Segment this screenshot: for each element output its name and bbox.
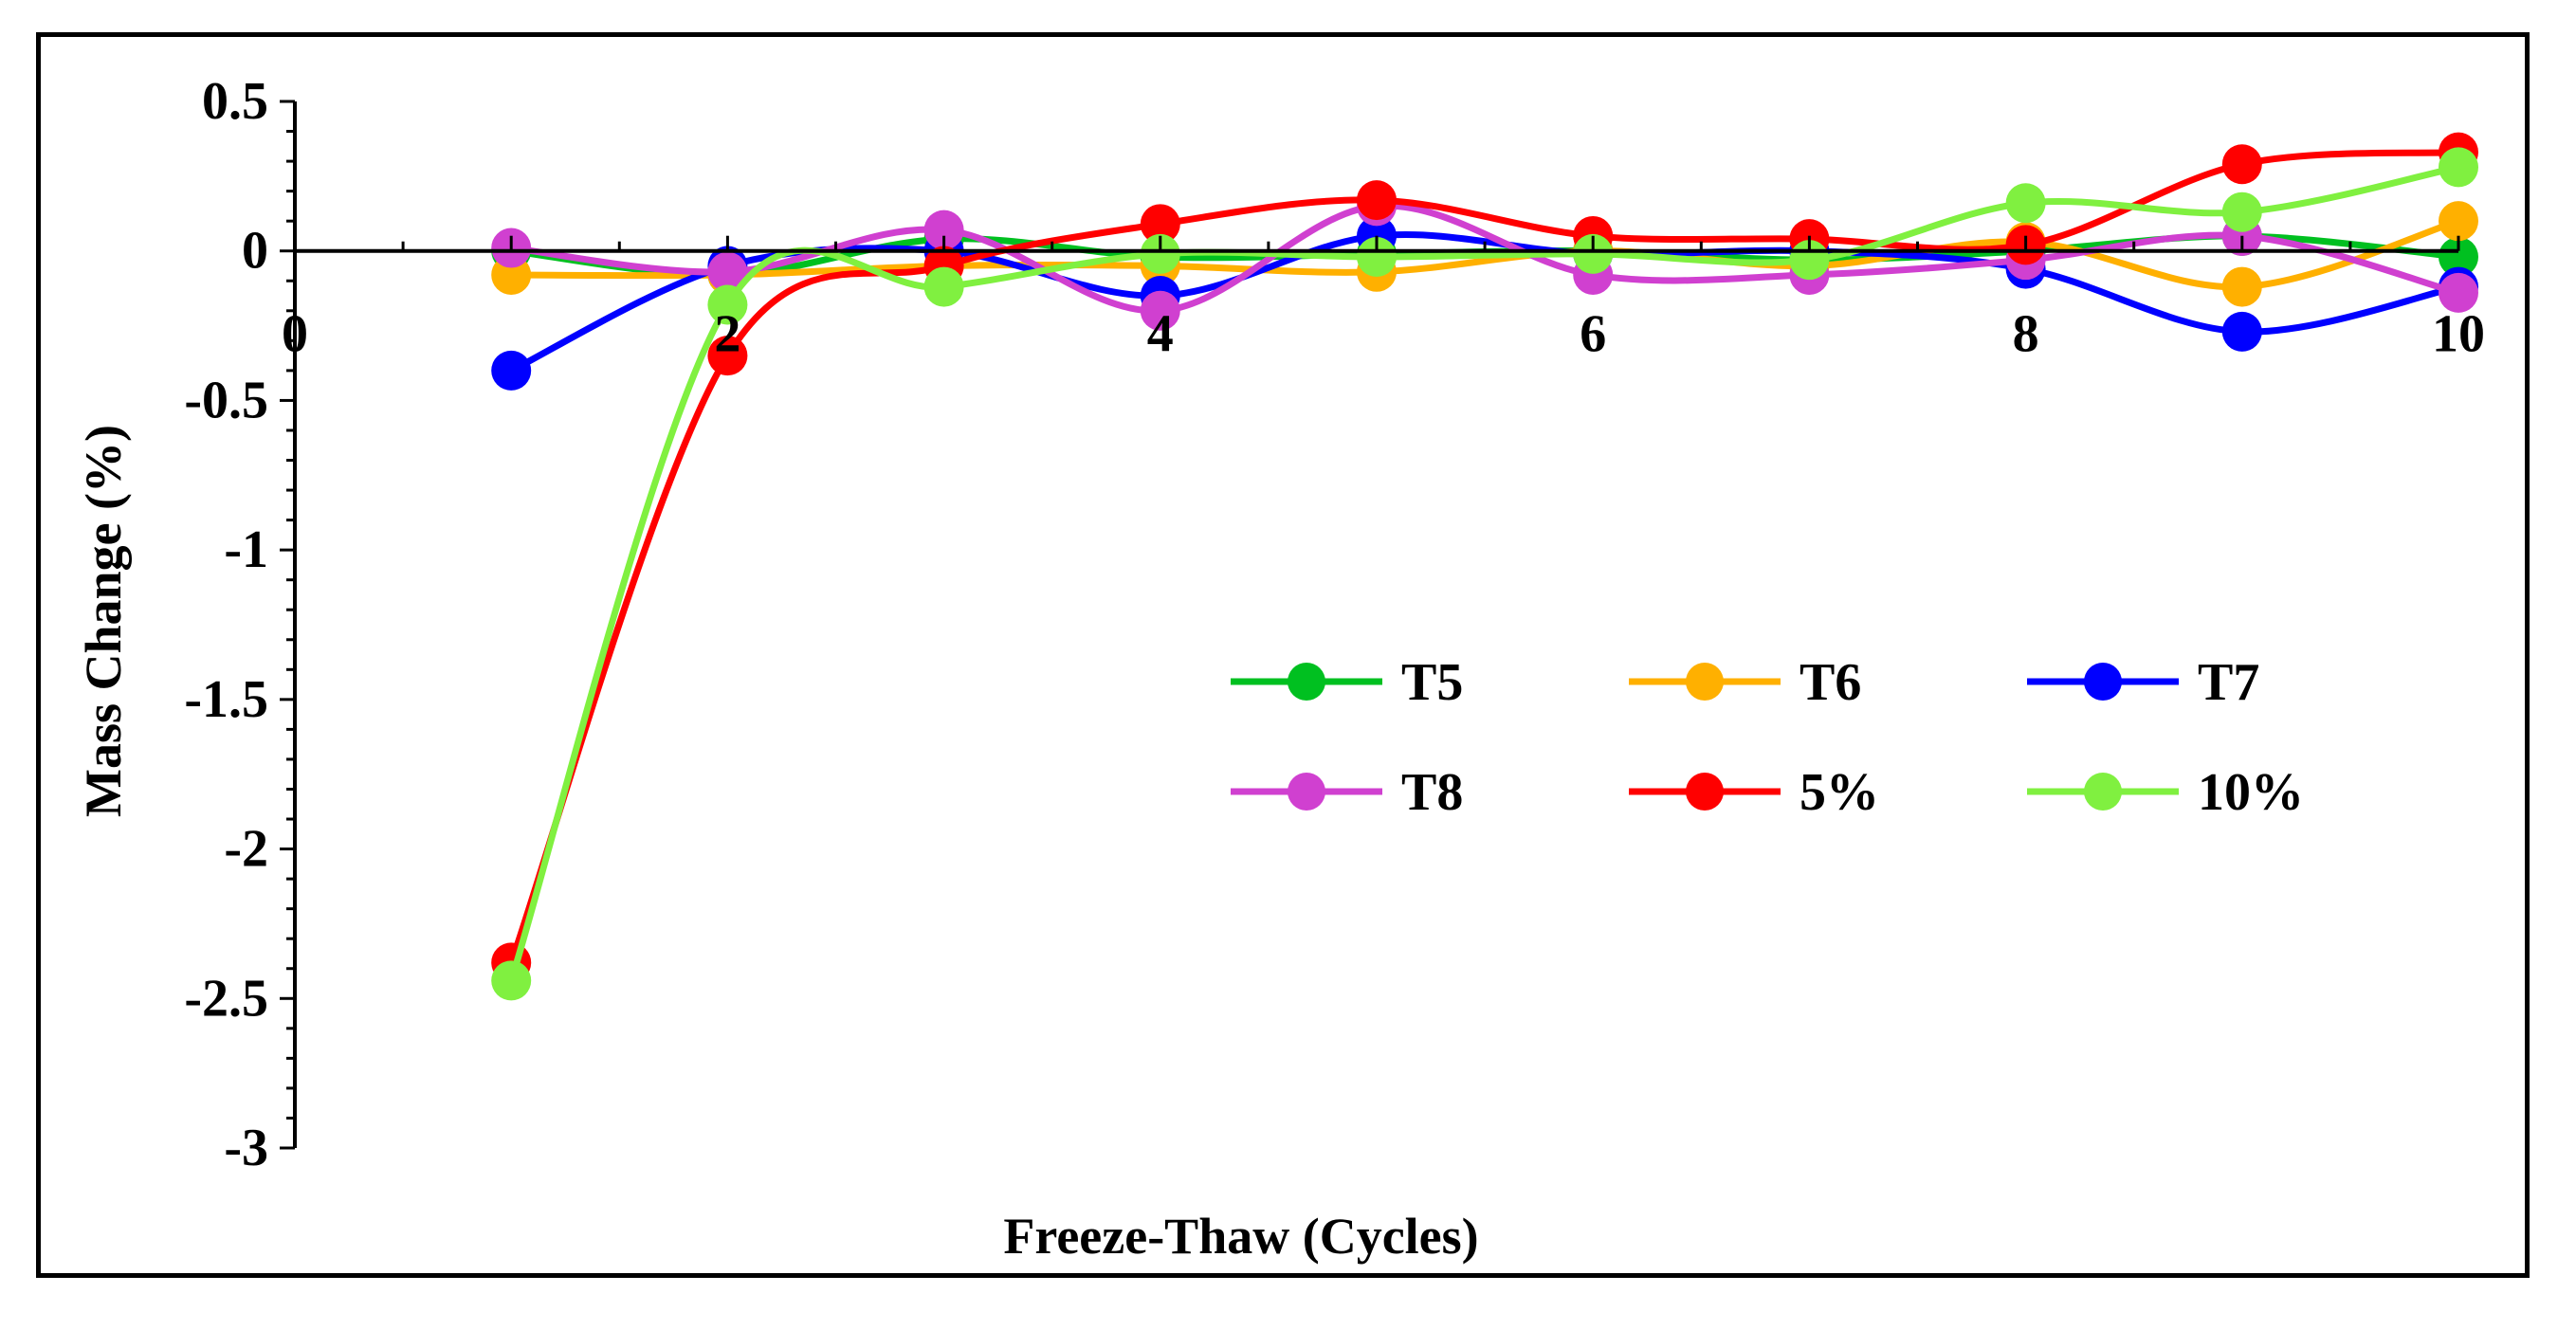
x-tick-label-2: 2 — [714, 305, 740, 364]
data-point-10pct-8 — [2005, 183, 2046, 224]
data-point-t8-3 — [923, 210, 964, 250]
data-point-10pct-1 — [491, 960, 532, 1001]
legend-swatch-marker-t5 — [1288, 663, 1325, 701]
legend-item-5pct: 5% — [1629, 763, 1879, 822]
data-point-t6-9 — [2221, 266, 2262, 307]
x-tick-label-0: 0 — [282, 305, 308, 364]
legend-item-10pct: 10% — [2027, 763, 2304, 822]
x-tick-label-4: 4 — [1147, 305, 1174, 364]
data-point-t8-2 — [707, 251, 748, 292]
legend-label-5pct: 5% — [1800, 763, 1879, 822]
legend-label-10pct: 10% — [2198, 763, 2304, 822]
y-tick-label--2: -2 — [224, 820, 268, 879]
legend-item-t6: T6 — [1629, 653, 1861, 712]
data-point-10pct-9 — [2221, 191, 2262, 232]
legend-label-t5: T5 — [1401, 653, 1463, 712]
data-point-5pct-4 — [1140, 204, 1180, 245]
legend: T5 T6 T7 T8 5% 10% — [1231, 653, 2304, 822]
y-tick-label--3: -3 — [224, 1119, 268, 1177]
y-axis-title: Mass Change (%) — [75, 425, 132, 817]
legend-item-t5: T5 — [1231, 653, 1463, 712]
data-point-5pct-5 — [1357, 180, 1397, 221]
data-point-t7-9 — [2221, 311, 2262, 352]
y-tick-label-0.5: 0.5 — [202, 72, 268, 131]
legend-label-t7: T7 — [2198, 653, 2259, 712]
data-point-10pct-5 — [1357, 237, 1397, 278]
series-line-t8 — [510, 202, 2459, 315]
series-10pct — [491, 147, 2478, 1001]
legend-swatch-marker-10pct — [2084, 773, 2122, 811]
data-point-10pct-10 — [2439, 147, 2478, 188]
legend-swatch-marker-t6 — [1686, 663, 1724, 701]
series-line-t6 — [511, 217, 2460, 291]
x-tick-label-6: 6 — [1580, 305, 1606, 364]
chart-frame: 0 2 4 6 8 10 0.5 0 -0.5 -1 -1.5 -2 -2.5 -3 T5 T6 T7 T8 5%… — [36, 32, 2530, 1278]
series-layer — [491, 132, 2478, 1001]
x-axis-title: Freeze-Thaw (Cycles) — [1003, 1208, 1478, 1265]
legend-swatch-marker-t8 — [1288, 773, 1325, 811]
y-tick-label-0: 0 — [242, 222, 268, 281]
data-point-10pct-2 — [707, 284, 748, 325]
data-point-5pct-2 — [707, 336, 748, 376]
data-point-t7-1 — [491, 350, 532, 391]
x-tick-label-10: 10 — [2432, 305, 2485, 364]
legend-label-t8: T8 — [1401, 763, 1463, 822]
data-point-10pct-4 — [1140, 233, 1180, 274]
series-line-10pct — [507, 163, 2459, 982]
data-point-t6-10 — [2439, 201, 2478, 242]
data-point-t8-10 — [2439, 272, 2478, 313]
data-point-10pct-6 — [1573, 233, 1614, 274]
legend-swatch-marker-t7 — [2084, 663, 2122, 701]
y-tick-label--2.5: -2.5 — [184, 969, 268, 1028]
x-tick-label-8: 8 — [2013, 305, 2039, 364]
axes-layer: 0 2 4 6 8 100.50-0.5-1-1.5-2-2.5-3 — [184, 72, 2485, 1177]
legend-item-t7: T7 — [2027, 653, 2259, 712]
data-point-5pct-9 — [2221, 144, 2262, 185]
data-point-t8-4 — [1140, 290, 1180, 331]
data-point-t5-10 — [2439, 237, 2478, 278]
legend-label-t6: T6 — [1800, 653, 1861, 712]
legend-swatch-marker-5pct — [1686, 773, 1724, 811]
y-tick-label--1.5: -1.5 — [184, 670, 268, 729]
y-tick-label--0.5: -0.5 — [184, 371, 268, 429]
data-point-10pct-3 — [923, 266, 964, 307]
y-tick-label--1: -1 — [224, 520, 268, 579]
legend-item-t8: T8 — [1231, 763, 1463, 822]
